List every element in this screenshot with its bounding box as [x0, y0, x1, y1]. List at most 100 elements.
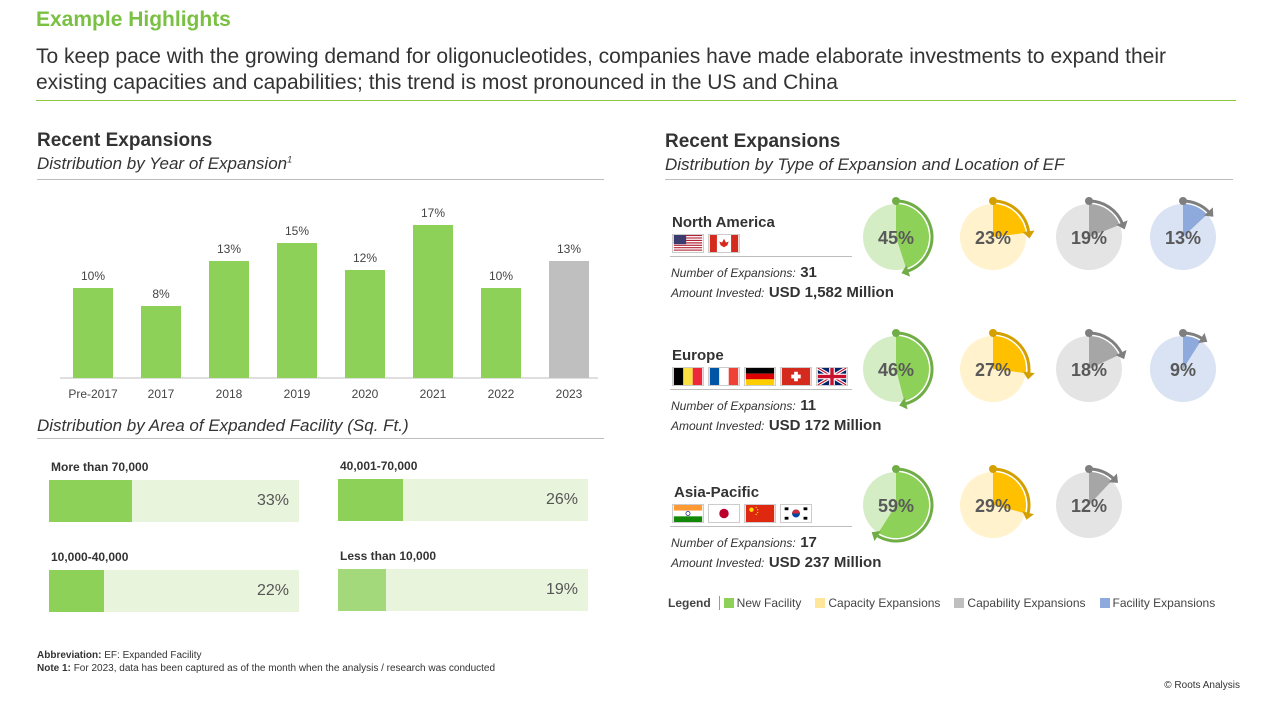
- pie-slice: [993, 336, 1026, 374]
- pie-arrow-head: [1022, 371, 1035, 380]
- pie-slice: [1089, 204, 1120, 237]
- bar-2022: [481, 288, 521, 378]
- area-bar-value: 22%: [256, 582, 289, 599]
- expansions-value: 31: [800, 264, 817, 281]
- region-flags: [672, 234, 740, 253]
- invested-stat: Amount Invested: USD 1,582 Million: [671, 284, 894, 302]
- x-tick-label: 2023: [556, 387, 583, 401]
- bar-2017: [141, 306, 181, 378]
- flag-cn-icon: [744, 504, 776, 523]
- legend-item: Capacity Expansions: [815, 596, 940, 610]
- flag-uk-icon: [816, 367, 848, 386]
- expansions-label: Number of Expansions:: [671, 536, 796, 550]
- flag-us-icon: [672, 234, 704, 253]
- bar-value-label: 13%: [557, 242, 581, 256]
- pie-arrow-head: [1108, 473, 1119, 483]
- x-tick-label: 2017: [148, 387, 175, 401]
- pie-arrow-head: [1198, 332, 1208, 344]
- invested-value: USD 1,582 Million: [768, 284, 894, 301]
- pie-arrow-head: [871, 530, 881, 542]
- expansions-value: 17: [800, 534, 817, 551]
- pie-capacity-expansions: 29%: [960, 465, 1034, 538]
- pie-value-label: 46%: [878, 360, 914, 380]
- area-category-label: Less than 10,000: [340, 549, 437, 563]
- bar-value-label: 17%: [421, 206, 445, 220]
- pie-slice: [993, 472, 1026, 514]
- pie-arrow-head: [1204, 207, 1214, 217]
- legend-label: Capability Expansions: [967, 596, 1086, 610]
- pie-arrow-head: [899, 397, 908, 410]
- pie-value-label: 12%: [1071, 496, 1107, 516]
- footnote-1: Note 1: For 2023, data has been captured…: [37, 663, 495, 674]
- region-name: North America: [672, 214, 775, 231]
- area-bar-fill: [338, 479, 403, 521]
- area-bar-track: 22%: [49, 570, 299, 612]
- abbreviation-label: Abbreviation:: [37, 650, 102, 661]
- region-flags: [672, 367, 848, 386]
- expansions-value: 11: [800, 397, 817, 414]
- area-bar-fill: [49, 570, 104, 612]
- invested-stat: Amount Invested: USD 237 Million: [671, 554, 881, 572]
- pie-new-facility: 59%: [863, 465, 934, 543]
- bar-pre-2017: [73, 288, 113, 378]
- invested-label: Amount Invested:: [671, 556, 765, 570]
- pie-arrow-start: [989, 197, 997, 205]
- flag-kr-icon: [780, 504, 812, 523]
- pie-slice: [896, 336, 929, 401]
- pie-arrow-head: [1022, 511, 1034, 520]
- pie-arrow-start: [1085, 197, 1093, 205]
- pie-capacity-expansions: 23%: [960, 197, 1035, 270]
- region-rule: [670, 526, 852, 527]
- flag-de-icon: [744, 367, 776, 386]
- pie-capability-expansions: 12%: [1056, 465, 1122, 538]
- pie-arrow-start: [1085, 329, 1093, 337]
- area-category-label: 10,000-40,000: [51, 550, 129, 564]
- abbreviation-text: EF: Expanded Facility: [104, 650, 202, 661]
- pie-value-label: 9%: [1170, 360, 1196, 380]
- type-location-subtitle: Distribution by Type of Expansion and Lo…: [665, 155, 1065, 174]
- pie-arrow-start: [892, 329, 900, 337]
- pie-arc-arrow: [992, 467, 1031, 515]
- region-name: Asia-Pacific: [674, 484, 760, 501]
- x-tick-label: Pre-2017: [68, 387, 118, 401]
- bar-value-label: 10%: [489, 269, 513, 283]
- flag-be-icon: [672, 367, 704, 386]
- pie-value-label: 23%: [975, 228, 1011, 248]
- region-flags: [672, 504, 812, 523]
- copyright: © Roots Analysis: [1164, 680, 1240, 691]
- pie-slice: [1089, 472, 1112, 505]
- x-tick-label: 2018: [216, 387, 243, 401]
- bar-2019: [277, 243, 317, 378]
- area-category-label: 40,001-70,000: [340, 459, 418, 473]
- abbreviation-note: Abbreviation: EF: Expanded Facility: [37, 650, 202, 661]
- x-tick-label: 2020: [352, 387, 379, 401]
- pie-value-label: 13%: [1165, 228, 1201, 248]
- bar-2021: [413, 225, 453, 378]
- bar-value-label: 10%: [81, 269, 105, 283]
- invested-label: Amount Invested:: [671, 419, 765, 433]
- region-rule: [670, 256, 852, 257]
- bar-2023: [549, 261, 589, 378]
- invested-label: Amount Invested:: [671, 286, 765, 300]
- invested-stat: Amount Invested: USD 172 Million: [671, 417, 881, 435]
- pie-arrow-head: [1022, 230, 1035, 239]
- expansions-label: Number of Expansions:: [671, 399, 796, 413]
- area-bar-value: 19%: [545, 581, 578, 598]
- header-divider: [36, 100, 1236, 101]
- legend-label: Facility Expansions: [1112, 596, 1216, 610]
- area-bar-value: 33%: [256, 492, 289, 509]
- pie-arrow-head: [1115, 350, 1127, 360]
- area-bar-track: 19%: [338, 569, 588, 611]
- legend-swatch: [1099, 598, 1110, 608]
- pie-arrow-start: [989, 329, 997, 337]
- pie-value-label: 18%: [1071, 360, 1107, 380]
- pie-arrow-start: [1085, 465, 1093, 473]
- pie-new-facility: 46%: [863, 329, 934, 410]
- right-section-title: Recent Expansions: [665, 131, 841, 152]
- pie-arrow-start: [989, 465, 997, 473]
- legend-swatch: [815, 598, 826, 608]
- footnote-marker: 1: [287, 154, 293, 165]
- region-rule: [670, 389, 852, 390]
- flag-in-icon: [672, 504, 704, 523]
- page-subtitle: To keep pace with the growing demand for…: [36, 45, 1167, 94]
